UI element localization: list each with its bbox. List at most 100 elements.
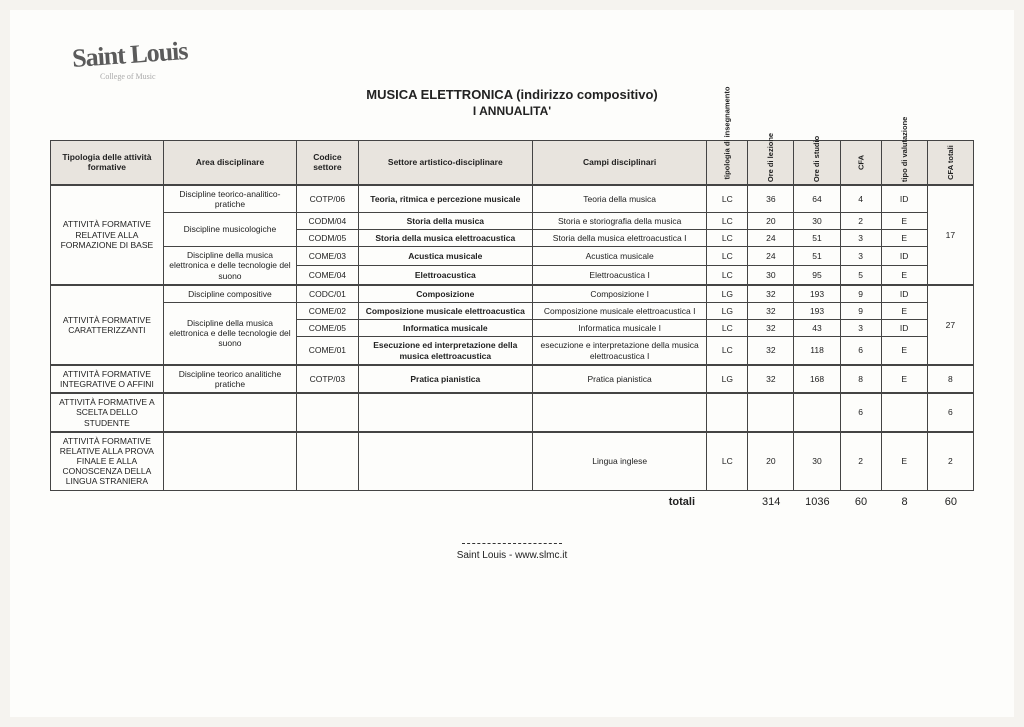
cell-campi: esecuzione e interpretazione della music… xyxy=(532,337,706,365)
cell-cfa-tot: 8 xyxy=(927,365,973,393)
cell-tipologia: ATTIVITÀ FORMATIVE A SCELTA DELLO STUDEN… xyxy=(51,393,164,432)
cell-lez: 32 xyxy=(748,337,794,365)
cell-cfa-tot: 6 xyxy=(927,393,973,432)
cell-settore: Informatica musicale xyxy=(358,320,532,337)
totals-lez: 314 xyxy=(748,495,794,509)
cell-cfa: 8 xyxy=(840,365,881,393)
cell-cod: CODM/05 xyxy=(297,230,359,247)
cell-area: Discipline compositive xyxy=(163,285,296,303)
cell-stu: 30 xyxy=(794,432,840,490)
cell-val: E xyxy=(881,337,927,365)
cell-cod xyxy=(297,432,359,490)
col-codice: Codice settore xyxy=(297,141,359,185)
cell-val: ID xyxy=(881,185,927,213)
cell-lez: 20 xyxy=(748,432,794,490)
cell-lez: 24 xyxy=(748,230,794,247)
cell-cfa: 3 xyxy=(840,247,881,266)
cell-tip: LG xyxy=(707,285,748,303)
cell-lez: 32 xyxy=(748,303,794,320)
cell-val: ID xyxy=(881,320,927,337)
cell-cod: COME/04 xyxy=(297,266,359,285)
cell-stu: 95 xyxy=(794,266,840,285)
cell-cfa-tot: 2 xyxy=(927,432,973,490)
cell-tip: LG xyxy=(707,365,748,393)
totals-table: totali 314 1036 60 8 60 xyxy=(50,495,974,509)
cell-cod: CODM/04 xyxy=(297,212,359,229)
cell-cfa: 9 xyxy=(840,285,881,303)
cell-settore: Acustica musicale xyxy=(358,247,532,266)
cell-stu: 43 xyxy=(794,320,840,337)
cell-stu xyxy=(794,393,840,432)
cell-stu: 193 xyxy=(794,285,840,303)
cell-area: Discipline della musica elettronica e de… xyxy=(163,247,296,285)
table-row: ATTIVITÀ FORMATIVE CARATTERIZZANTI Disci… xyxy=(51,285,974,303)
cell-cod: COME/01 xyxy=(297,337,359,365)
table-row: ATTIVITÀ FORMATIVE RELATIVE ALLA FORMAZI… xyxy=(51,185,974,213)
cell-tipologia: ATTIVITÀ FORMATIVE RELATIVE ALLA FORMAZI… xyxy=(51,185,164,285)
cell-val: ID xyxy=(881,285,927,303)
cell-cfa: 2 xyxy=(840,432,881,490)
cell-stu: 51 xyxy=(794,230,840,247)
cell-lez: 32 xyxy=(748,320,794,337)
cell-tipologia: ATTIVITÀ FORMATIVE RELATIVE ALLA PROVA F… xyxy=(51,432,164,490)
cell-val: E xyxy=(881,230,927,247)
cell-cfa-tot: 17 xyxy=(927,185,973,285)
cell-stu: 30 xyxy=(794,212,840,229)
cell-val: ID xyxy=(881,247,927,266)
curriculum-table: Tipologia delle attività formative Area … xyxy=(50,140,974,491)
cell-campi: Informatica musicale I xyxy=(532,320,706,337)
cell-tip: LC xyxy=(707,247,748,266)
col-ore-studio: Ore di studio xyxy=(794,141,840,185)
cell-campi: Lingua inglese xyxy=(532,432,706,490)
cell-area: Discipline della musica elettronica e de… xyxy=(163,303,296,365)
cell-cfa: 4 xyxy=(840,185,881,213)
col-cfa: CFA xyxy=(840,141,881,185)
cell-tipologia: ATTIVITÀ FORMATIVE CARATTERIZZANTI xyxy=(51,285,164,365)
cell-campi: Pratica pianistica xyxy=(532,365,706,393)
cell-cfa-tot: 27 xyxy=(927,285,973,365)
cell-cfa: 2 xyxy=(840,212,881,229)
footer-divider xyxy=(462,543,562,544)
cell-cfa: 5 xyxy=(840,266,881,285)
cell-tip: LC xyxy=(707,230,748,247)
cell-settore: Esecuzione ed interpretazione della musi… xyxy=(358,337,532,365)
cell-lez xyxy=(748,393,794,432)
cell-stu: 193 xyxy=(794,303,840,320)
cell-val: E xyxy=(881,266,927,285)
cell-campi: Storia della musica elettroacustica I xyxy=(532,230,706,247)
totals-label: totali xyxy=(50,495,707,509)
cell-val: E xyxy=(881,303,927,320)
cell-stu: 64 xyxy=(794,185,840,213)
totals-stu: 1036 xyxy=(794,495,840,509)
cell-cfa: 3 xyxy=(840,230,881,247)
totals-cfatot: 60 xyxy=(928,495,974,509)
footer-text: Saint Louis - www.slmc.it xyxy=(457,550,568,561)
totals-cfa: 60 xyxy=(840,495,881,509)
cell-campi: Storia e storiografia della musica xyxy=(532,212,706,229)
table-row: ATTIVITÀ FORMATIVE INTEGRATIVE O AFFINI … xyxy=(51,365,974,393)
cell-tip xyxy=(707,393,748,432)
cell-settore: Storia della musica xyxy=(358,212,532,229)
cell-campi xyxy=(532,393,706,432)
cell-val: E xyxy=(881,365,927,393)
cell-cod: COME/05 xyxy=(297,320,359,337)
cell-tip: LC xyxy=(707,185,748,213)
cell-area: Discipline teorico analitiche pratiche xyxy=(163,365,296,393)
cell-tip: LG xyxy=(707,303,748,320)
col-tipologia: Tipologia delle attività formative xyxy=(51,141,164,185)
cell-tip: LC xyxy=(707,266,748,285)
cell-cod: COME/03 xyxy=(297,247,359,266)
cell-lez: 32 xyxy=(748,285,794,303)
cell-area xyxy=(163,393,296,432)
cell-cfa: 6 xyxy=(840,337,881,365)
cell-cod: COTP/03 xyxy=(297,365,359,393)
col-ore-lezione: Ore di lezione xyxy=(748,141,794,185)
cell-campi: Teoria della musica xyxy=(532,185,706,213)
page-subtitle: I ANNUALITA' xyxy=(50,104,974,118)
logo-text: Saint Louis xyxy=(71,36,188,74)
cell-tip: LC xyxy=(707,320,748,337)
cell-cfa: 9 xyxy=(840,303,881,320)
col-valutazione: tipo di valutazione xyxy=(881,141,927,185)
table-row: Discipline della musica elettronica e de… xyxy=(51,247,974,266)
cell-cod: COME/02 xyxy=(297,303,359,320)
